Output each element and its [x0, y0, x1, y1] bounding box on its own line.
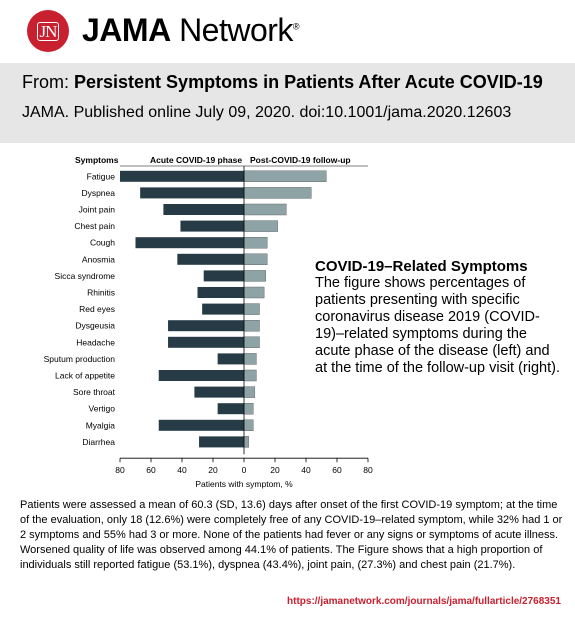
category-label-dyspnea: Dyspnea — [81, 188, 115, 198]
followup-bar — [243, 436, 249, 448]
acute-bar — [217, 403, 244, 415]
acute-bar — [168, 336, 244, 348]
followup-bar — [243, 403, 254, 415]
followup-bar — [243, 270, 266, 282]
followup-bar — [243, 286, 265, 299]
category-label-myalgia: Myalgia — [86, 420, 116, 430]
acute-bar — [140, 187, 244, 199]
category-label-chest-pain: Chest pain — [74, 221, 115, 231]
followup-bar — [243, 353, 257, 365]
category-label-cough: Cough — [90, 238, 115, 248]
acute-bar — [135, 237, 244, 249]
x-tick-label: 0 — [242, 465, 247, 475]
category-label-sicca-syndrome: Sicca syndrome — [55, 271, 116, 281]
followup-bar — [243, 303, 260, 315]
x-tick-label: 60 — [146, 465, 156, 475]
category-label-dysgeusia: Dysgeusia — [75, 321, 115, 331]
article-link[interactable]: https://jamanetwork.com/journals/jama/fu… — [287, 596, 561, 607]
followup-bar — [243, 336, 260, 349]
figure-caption: COVID-19–Related Symptoms The figure sho… — [315, 258, 565, 377]
category-label-fatigue: Fatigue — [87, 171, 116, 181]
brand-name: JAMA Network® — [82, 12, 300, 49]
acute-bar — [120, 170, 244, 182]
followup-bar — [243, 187, 312, 199]
x-tick-label: 60 — [332, 465, 342, 475]
article-header — [0, 63, 575, 143]
category-label-rhinitis: Rhinitis — [87, 288, 115, 298]
x-tick-label: 40 — [301, 465, 311, 475]
symptoms-chart: Symptoms Acute COVID-19 phase Post-COVID-1… — [44, 155, 373, 489]
acute-bar — [158, 419, 244, 431]
article-title-line: From: Persistent Symptoms in Patients Af… — [22, 72, 543, 93]
jama-network-logo[interactable]: JN — [27, 10, 69, 52]
acute-bar — [202, 303, 244, 315]
brand-name-rest: Network — [170, 12, 293, 48]
x-tick-label: 80 — [363, 465, 373, 475]
followup-bar — [243, 170, 327, 182]
acute-bar — [217, 353, 244, 365]
followup-bar — [243, 236, 268, 249]
category-label-vertigo: Vertigo — [89, 404, 116, 414]
category-label-lack-of-appetite: Lack of appetite — [55, 371, 115, 381]
acute-bar — [194, 386, 244, 398]
followup-bar — [243, 319, 260, 332]
followup-bar — [243, 369, 257, 382]
acute-bar — [163, 204, 244, 215]
category-label-diarrhea: Diarrhea — [82, 437, 115, 447]
x-axis-label: Patients with symptom, % — [195, 479, 293, 489]
acute-bar — [199, 436, 244, 448]
category-label-anosmia: Anosmia — [82, 254, 115, 264]
publication-info: JAMA. Published online July 09, 2020. do… — [22, 104, 512, 121]
acute-bar — [180, 220, 244, 232]
acute-bar — [197, 287, 244, 298]
followup-bar — [243, 220, 278, 232]
acute-bar — [203, 270, 244, 282]
category-label-red-eyes: Red eyes — [79, 304, 115, 314]
caption-title: COVID-19–Related Symptoms — [315, 258, 528, 275]
category-label-headache: Headache — [76, 337, 115, 347]
x-tick-label: 40 — [177, 465, 187, 475]
acute-bar — [158, 370, 244, 381]
category-label-sputum-production: Sputum production — [44, 354, 116, 364]
acute-bar — [168, 320, 244, 332]
from-prefix: From: — [22, 72, 69, 92]
symptoms-header: Symptoms — [75, 155, 119, 165]
followup-bar — [243, 203, 287, 216]
summary-text: Patients were assessed a mean of 60.3 (S… — [20, 499, 563, 571]
x-tick-label: 20 — [208, 465, 218, 475]
brand-trademark: ® — [292, 21, 300, 32]
brand-name-bold: JAMA — [82, 12, 171, 48]
followup-header: Post-COVID-19 follow-up — [250, 155, 351, 165]
followup-bar — [243, 419, 254, 431]
article-title[interactable]: Persistent Symptoms in Patients After Ac… — [74, 72, 543, 92]
logo-text: JN — [36, 21, 60, 41]
followup-bar — [243, 253, 268, 266]
caption-text: The figure shows percentages of patients… — [315, 275, 560, 376]
acute-bar — [177, 253, 244, 265]
x-tick-label: 20 — [270, 465, 280, 475]
x-tick-label: 80 — [115, 465, 125, 475]
acute-phase-header: Acute COVID-19 phase — [150, 155, 242, 165]
category-label-joint-pain: Joint pain — [79, 205, 116, 215]
category-label-sore-throat: Sore throat — [73, 387, 116, 397]
followup-bar — [243, 386, 256, 398]
